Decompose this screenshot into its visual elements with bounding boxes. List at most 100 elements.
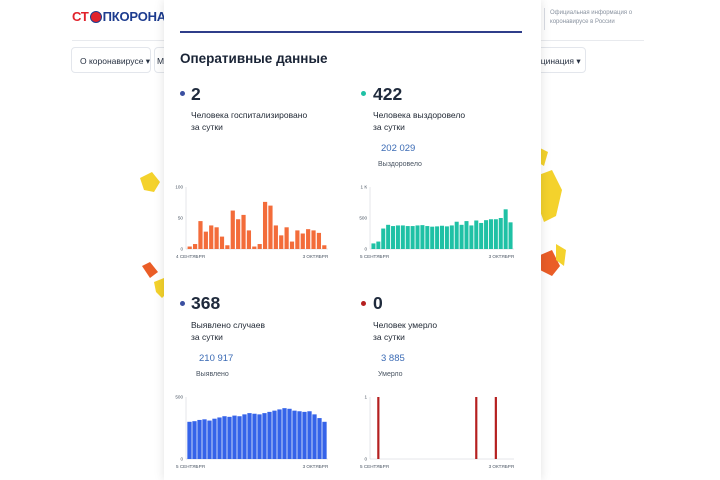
recovered-bar	[395, 225, 400, 249]
recovered-y-tick-label: 1 К	[360, 185, 367, 190]
recovered-x-start-label: 5 СЕНТЯБРЯ	[360, 254, 389, 259]
died-label: Человек умерло за сутки	[373, 319, 523, 343]
recovered-x-end-label: 3 ОКТЯБРЯ	[489, 254, 514, 259]
detected-bar	[252, 413, 257, 459]
detected-x-start-label: 5 СЕНТЯБРЯ	[176, 464, 205, 469]
hospitalized-bar	[187, 246, 192, 249]
map-region	[556, 244, 566, 266]
logo-stop-icon	[89, 11, 102, 23]
recovered-bar	[444, 226, 449, 249]
detected-total-label: Выявлено	[196, 371, 229, 378]
hospitalized-label-line-2: за сутки	[191, 122, 223, 132]
detected-bar	[222, 416, 227, 459]
recovered-bar	[439, 225, 445, 249]
recovered-bar	[503, 209, 508, 249]
detected-bar	[322, 421, 327, 459]
recovered-bar	[449, 225, 454, 249]
recovered-bar	[469, 225, 474, 249]
hospitalized-bar	[203, 231, 208, 249]
recovered-bar	[405, 226, 410, 249]
detected-bar	[287, 408, 292, 459]
recovered-bar	[484, 220, 489, 249]
detected-bar	[197, 419, 202, 459]
recovered-bar	[415, 225, 420, 249]
detected-bar	[237, 416, 242, 459]
recovered-bar	[508, 222, 513, 249]
died-y-tick-label: 0	[364, 457, 367, 462]
detected-bar	[312, 414, 317, 459]
died-label-line-1: Человек умерло	[373, 320, 438, 330]
detected-bar	[302, 411, 307, 459]
detected-value: 368	[191, 293, 221, 313]
map-region	[538, 250, 560, 276]
hospitalized-bar	[268, 205, 273, 249]
died-y-tick-label: 1	[364, 395, 367, 400]
died-chart: 1 0 5 СЕНТЯБРЯ 3 ОКТЯБРЯ	[360, 395, 514, 469]
hospitalized-dot-icon	[180, 91, 185, 96]
hospitalized-bar	[252, 246, 257, 249]
detected-bar	[192, 421, 197, 459]
died-dot-icon	[361, 301, 366, 306]
recovered-bar	[488, 219, 493, 249]
hospitalized-value: 2	[191, 84, 201, 104]
hospitalized-label: Человека госпитализировано за сутки	[191, 109, 341, 133]
died-value: 0	[373, 293, 383, 313]
hospitalized-bar	[262, 201, 268, 249]
recovered-chart: 1 К 500 0 5 СЕНТЯБРЯ 3 ОКТЯБРЯ	[359, 185, 514, 259]
hospitalized-bar	[257, 244, 262, 249]
recovered-label: Человека выздоровело за сутки	[373, 109, 523, 133]
hospitalized-bar	[225, 245, 230, 249]
detected-label-line-1: Выявлено случаев	[191, 320, 266, 330]
hospitalized-y-tick-label: 50	[178, 216, 184, 221]
header-divider	[544, 8, 545, 30]
hospitalized-bar	[279, 235, 284, 249]
hospitalized-bar	[289, 241, 295, 249]
recovered-label-line-1: Человека выздоровело	[373, 110, 466, 120]
recovered-bar	[454, 221, 459, 249]
recovered-bar	[410, 226, 415, 249]
detected-y-tick-label: 0	[180, 457, 183, 462]
detected-bar	[242, 414, 247, 459]
hospitalized-bar	[241, 214, 246, 249]
recovered-bar	[420, 225, 425, 249]
hospitalized-bar	[214, 227, 219, 249]
detected-bar	[207, 420, 212, 459]
detected-bar	[212, 418, 217, 459]
recovered-total: 202 029	[381, 143, 416, 154]
detected-label-line-2: за сутки	[191, 332, 223, 342]
logo-st: СТ	[72, 9, 89, 24]
detected-total: 210 917	[199, 353, 234, 364]
recovered-dot-icon	[361, 91, 366, 96]
hospitalized-bar	[246, 230, 252, 249]
detected-bar	[267, 411, 272, 459]
hospitalized-chart: 100 50 0 4 СЕНТЯБРЯ 3 ОКТЯБРЯ	[175, 185, 328, 259]
hospitalized-bar	[306, 229, 311, 249]
recovered-bar	[376, 241, 381, 249]
hospitalized-bar	[219, 236, 225, 249]
hospitalized-bar	[322, 245, 327, 249]
hospitalized-y-tick-label: 100	[175, 185, 183, 190]
hospitalized-bar	[236, 219, 241, 249]
recovered-bar	[430, 226, 435, 249]
detected-bar	[307, 411, 312, 459]
hospitalized-x-start-label: 4 СЕНТЯБРЯ	[176, 254, 205, 259]
hospitalized-bar	[316, 232, 322, 249]
recovered-bar	[479, 222, 484, 249]
hospitalized-bar	[300, 233, 305, 249]
detected-label: Выявлено случаев за сутки	[191, 319, 341, 343]
detected-bar	[292, 410, 297, 459]
died-bar	[377, 397, 380, 459]
recovered-bar	[498, 218, 503, 249]
recovered-bar	[391, 226, 396, 249]
nav-about-coronavirus[interactable]: О коронавирусе ▾	[71, 47, 151, 73]
recovered-bar	[474, 220, 479, 249]
recovered-bar	[435, 226, 440, 249]
official-info-text: Официальная информация о коронавирусе в …	[550, 10, 633, 25]
hospitalized-bar	[198, 221, 203, 249]
detected-bar	[217, 417, 222, 459]
detected-bar	[232, 415, 237, 459]
died-bar	[475, 397, 478, 459]
recovered-bar	[386, 224, 391, 249]
recovered-bar	[381, 228, 386, 249]
detected-bar	[187, 421, 192, 459]
